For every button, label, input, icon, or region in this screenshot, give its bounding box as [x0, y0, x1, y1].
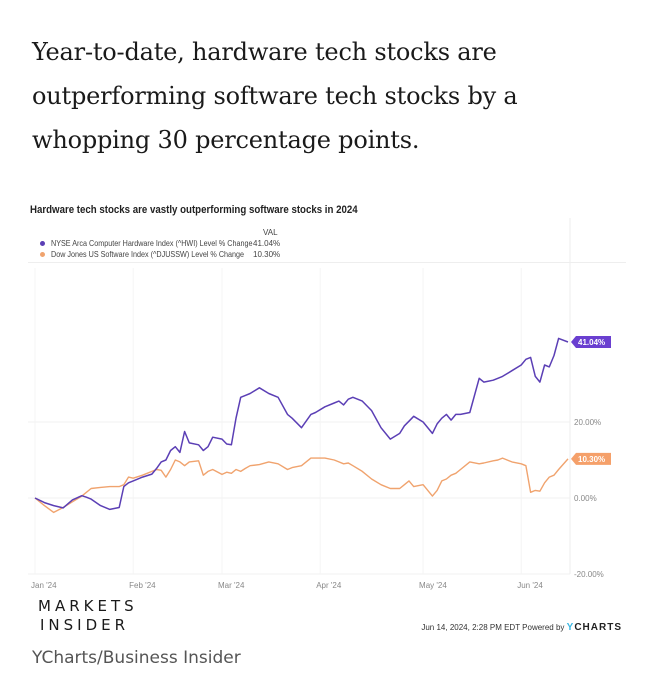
x-tick-label: Apr '24	[316, 581, 342, 590]
chart-timestamp: Jun 14, 2024, 2:28 PM EDT	[421, 623, 520, 632]
end-tag-hardware: 41.04%	[571, 336, 611, 349]
chart-card: Hardware tech stocks are vastly outperfo…	[28, 198, 628, 638]
logo-line-insider: INSIDER	[40, 616, 130, 634]
chart-lines	[34, 337, 569, 514]
y-tick-label: 0.00%	[574, 494, 597, 503]
legend-item-software[interactable]: Dow Jones US Software Index (^DJUSSW) Le…	[28, 250, 280, 259]
chart-footer-stamp: Jun 14, 2024, 2:28 PM EDT Powered by YCH…	[421, 622, 622, 633]
legend-dot-software-icon	[40, 251, 45, 257]
x-tick-label: Jun '24	[517, 581, 543, 590]
end-tag-shape	[571, 336, 611, 349]
logo-line-markets: MARKETS	[38, 597, 138, 615]
x-axis-labels: Jan '24 Feb '24 Mar '24 Apr '24 May '24 Jun '…	[31, 581, 543, 590]
series-line-software	[34, 457, 569, 514]
x-tick-label: Mar '24	[218, 581, 245, 590]
article-headline: Year-to-date, hardware tech stocks are o…	[32, 38, 518, 154]
legend-label-hardware: NYSE Arca Computer Hardware Index (^HWI)…	[51, 239, 253, 248]
line-chart-plot: 20.00% 0.00% -20.00% Jan '24 Feb '24 Mar '24…	[28, 218, 611, 590]
end-tag-software: 10.30%	[571, 452, 611, 465]
y-axis-labels: 20.00% 0.00% -20.00%	[574, 418, 604, 579]
end-tag-value: 41.04%	[578, 338, 605, 347]
end-value-tags: 41.04% 10.30%	[571, 336, 611, 465]
powered-by-text: Powered by	[522, 623, 565, 632]
legend-label-software: Dow Jones US Software Index (^DJUSSW) Le…	[51, 250, 245, 259]
y-tick-label: -20.00%	[574, 570, 604, 579]
series-line-hardware	[34, 337, 569, 511]
end-tag-value: 10.30%	[578, 455, 605, 464]
legend-divider	[28, 262, 626, 263]
legend-value-software: 10.30%	[253, 250, 281, 259]
image-source-caption: YCharts/Business Insider	[32, 648, 241, 668]
x-tick-label: Jan '24	[31, 581, 57, 590]
legend-item-hardware[interactable]: NYSE Arca Computer Hardware Index (^HWI)…	[28, 239, 280, 248]
legend-val-header: VAL	[263, 228, 278, 237]
ycharts-logo[interactable]: YCHARTS	[567, 622, 622, 633]
chart-grid	[28, 218, 571, 575]
ycharts-logo-y: Y	[566, 622, 575, 633]
legend-dot-hardware-icon	[40, 240, 45, 246]
end-tag-shape	[571, 452, 611, 465]
chart-title: Hardware tech stocks are vastly outperfo…	[30, 204, 358, 216]
y-tick-label: 20.00%	[574, 418, 601, 427]
x-tick-label: May '24	[419, 581, 447, 590]
x-tick-label: Feb '24	[129, 581, 156, 590]
markets-insider-logo: MARKETS INSIDER	[38, 597, 138, 635]
legend-value-hardware: 41.04%	[253, 239, 281, 248]
ycharts-logo-text: CHARTS	[574, 622, 622, 633]
